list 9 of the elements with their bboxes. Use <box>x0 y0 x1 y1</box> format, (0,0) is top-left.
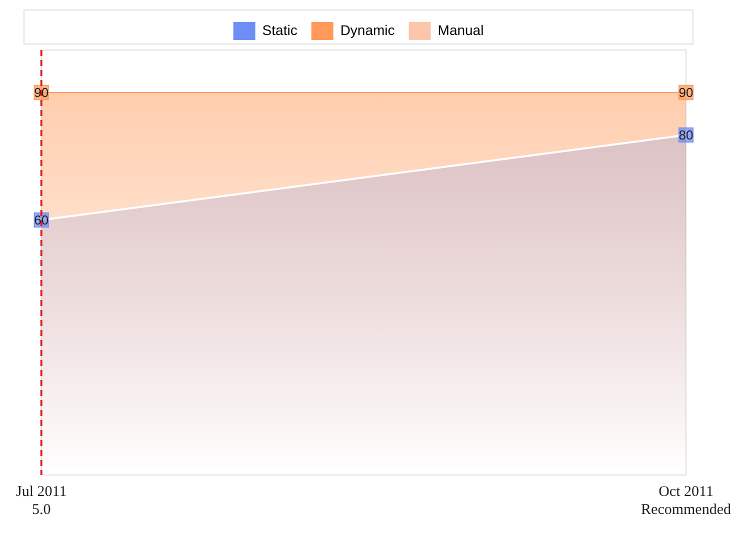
data-label: 90 <box>34 85 49 100</box>
legend-label: Static <box>262 22 298 38</box>
x-tick-label: Oct 2011 Recommended <box>641 484 732 518</box>
legend-label: Manual <box>438 22 484 38</box>
data-label: 60 <box>34 212 49 228</box>
data-label: 90 <box>678 85 694 100</box>
legend-label: Dynamic <box>340 22 395 38</box>
x-tick-label: Jul 2011 5.0 <box>16 484 67 518</box>
data-label: 80 <box>678 128 694 143</box>
